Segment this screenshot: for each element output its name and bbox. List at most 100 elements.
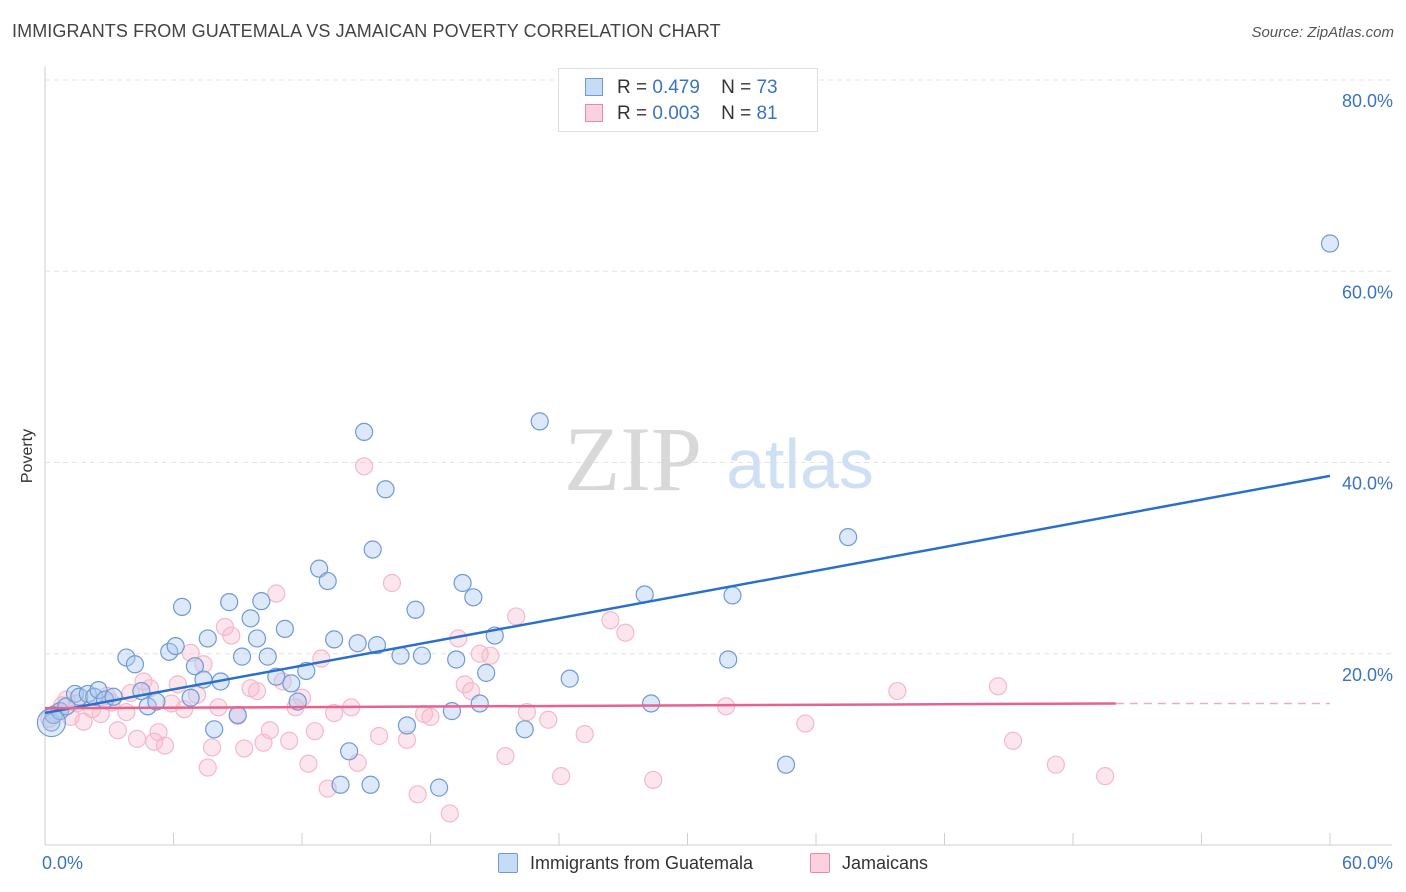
jamaicans-point	[408, 785, 427, 804]
jamaicans-point	[575, 724, 594, 744]
y-tick-label: 60.0%	[1342, 282, 1393, 302]
bottom-legend-swatch-guatemala	[498, 853, 518, 873]
jamaicans-point	[312, 649, 331, 668]
guatemala-trend-line	[44, 474, 1331, 715]
guatemala-point	[340, 742, 359, 761]
watermark: ZIP atlas	[564, 408, 874, 510]
jamaicans-point	[616, 623, 635, 642]
guatemala-point	[477, 663, 496, 682]
guatemala-point	[839, 527, 858, 547]
guatemala-point	[1320, 234, 1340, 253]
guatemala-point	[397, 716, 417, 735]
jamaicans-point	[145, 732, 164, 751]
jamaicans-point	[988, 677, 1008, 696]
guatemala-point	[205, 720, 224, 739]
watermark-zip: ZIP	[564, 408, 702, 510]
legend-r-value-jamaicans: 0.003	[652, 103, 700, 124]
jamaicans-point	[202, 738, 222, 757]
jamaicans-point	[1046, 755, 1065, 774]
correlation-legend: R = 0.479 N = 73 R = 0.003 N = 81	[558, 68, 818, 132]
y-tick-label: 80.0%	[1342, 91, 1393, 111]
guatemala-point	[719, 650, 738, 669]
jamaicans-point	[181, 643, 200, 662]
guatemala-point	[429, 778, 449, 797]
trend-lines	[44, 474, 1331, 715]
bottom-legend-label-guatemala: Immigrants from Guatemala	[530, 853, 754, 873]
jamaicans-point	[370, 726, 389, 746]
jamaicans-trend-line	[44, 702, 1116, 710]
guatemala-point	[138, 697, 157, 716]
jamaicans-point	[644, 770, 663, 790]
jamaicans-point	[280, 731, 299, 750]
jamaicans-point	[198, 758, 217, 777]
x-tick-label: 0.0%	[42, 853, 83, 873]
guatemala-point	[318, 571, 337, 591]
guatemala-point	[185, 657, 205, 676]
guatemala-point	[776, 755, 796, 774]
jamaicans-point	[1003, 731, 1023, 750]
guatemala-point	[412, 646, 432, 665]
guatemala-point	[275, 619, 294, 638]
guatemala-point	[464, 588, 483, 607]
guatemala-point	[267, 667, 286, 686]
guatemala-point	[241, 609, 260, 628]
jamaicans-point	[305, 722, 324, 741]
guatemala-point	[198, 629, 217, 648]
axes	[44, 66, 1392, 846]
legend-n-value-jamaicans: 81	[756, 103, 778, 124]
legend-n-label: N =	[721, 103, 752, 124]
guatemala-point	[125, 655, 145, 674]
jamaicans-point	[260, 721, 279, 740]
guatemala-point	[310, 559, 329, 578]
y-tick-label: 20.0%	[1342, 665, 1393, 685]
jamaicans-point	[74, 712, 93, 731]
watermark-atlas: atlas	[726, 425, 874, 503]
guatemala-point	[530, 412, 549, 431]
guatemala-point	[560, 669, 579, 688]
guatemala-point	[453, 573, 472, 593]
jamaicans-point	[496, 746, 515, 766]
guatemala-point	[232, 647, 252, 666]
jamaicans-point	[117, 702, 136, 722]
jamaicans-point	[481, 646, 500, 665]
guatemala-point	[723, 586, 742, 605]
guatemala-point	[166, 636, 185, 656]
guatemala-point	[220, 593, 239, 612]
jamaicans-point	[155, 736, 175, 755]
y-tick-label: 40.0%	[1342, 474, 1393, 494]
legend-swatch-guatemala	[585, 78, 603, 96]
guatemala-point	[363, 540, 382, 559]
jamaicans-point	[462, 681, 481, 701]
jamaicans-point	[91, 704, 110, 724]
gridlines	[45, 79, 1392, 655]
jamaicans-point	[235, 739, 254, 758]
jamaicans-point	[455, 675, 474, 694]
guatemala-point	[172, 597, 192, 616]
jamaicans-point	[1096, 767, 1115, 786]
jamaicans-point	[552, 767, 571, 786]
guatemala-point	[252, 592, 271, 611]
guatemala-point	[247, 629, 267, 648]
source-label: Source: ZipAtlas.com	[1251, 24, 1394, 41]
guatemala-point	[641, 694, 661, 713]
legend-n-value-guatemala: 73	[756, 77, 778, 98]
legend-r-value-guatemala: 0.479	[652, 77, 700, 98]
jamaicans-point	[355, 457, 374, 476]
guatemala-point	[181, 688, 200, 707]
jamaicans-point	[888, 681, 907, 701]
guatemala-point	[406, 600, 425, 619]
jamaicans-point	[108, 721, 127, 740]
jamaicans-point	[539, 710, 558, 729]
guatemala-point	[282, 674, 301, 693]
guatemala-point	[258, 647, 277, 666]
guatemala-point	[331, 775, 350, 794]
jamaicans-point	[397, 730, 417, 749]
guatemala-points	[36, 234, 1340, 797]
guatemala-point	[288, 692, 307, 711]
jamaicans-point	[421, 707, 440, 726]
guatemala-point	[447, 650, 466, 669]
guatemala-point	[228, 705, 247, 725]
guatemala-point	[361, 775, 380, 794]
jamaicans-point	[267, 584, 286, 603]
